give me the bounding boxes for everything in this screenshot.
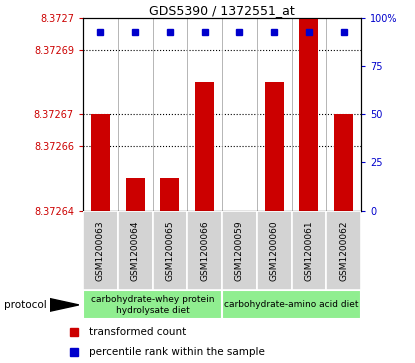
Polygon shape <box>50 298 79 311</box>
Bar <box>334 114 353 211</box>
Bar <box>187 211 222 290</box>
Bar <box>326 211 361 290</box>
Text: protocol: protocol <box>4 300 47 310</box>
Bar <box>265 82 284 211</box>
Bar <box>299 18 318 211</box>
Bar <box>83 290 222 319</box>
Text: GSM1200066: GSM1200066 <box>200 220 209 281</box>
Text: GSM1200062: GSM1200062 <box>339 220 348 281</box>
Bar <box>291 211 326 290</box>
Text: GSM1200064: GSM1200064 <box>131 220 139 281</box>
Text: carbohydrate-amino acid diet: carbohydrate-amino acid diet <box>224 301 359 309</box>
Bar <box>126 179 145 211</box>
Bar <box>195 82 214 211</box>
Text: GSM1200059: GSM1200059 <box>235 220 244 281</box>
Text: percentile rank within the sample: percentile rank within the sample <box>89 347 265 357</box>
Bar <box>222 211 257 290</box>
Text: GSM1200063: GSM1200063 <box>96 220 105 281</box>
Text: GSM1200061: GSM1200061 <box>305 220 313 281</box>
Bar <box>83 211 118 290</box>
Bar <box>91 114 110 211</box>
Text: carbohydrate-whey protein
hydrolysate diet: carbohydrate-whey protein hydrolysate di… <box>91 295 214 315</box>
Text: transformed count: transformed count <box>89 327 186 337</box>
Bar <box>118 211 153 290</box>
Text: GSM1200065: GSM1200065 <box>166 220 174 281</box>
Text: GSM1200060: GSM1200060 <box>270 220 278 281</box>
Title: GDS5390 / 1372551_at: GDS5390 / 1372551_at <box>149 4 295 17</box>
Bar <box>160 179 179 211</box>
Bar <box>230 211 249 363</box>
Bar <box>153 211 187 290</box>
Bar <box>222 290 361 319</box>
Bar <box>257 211 291 290</box>
